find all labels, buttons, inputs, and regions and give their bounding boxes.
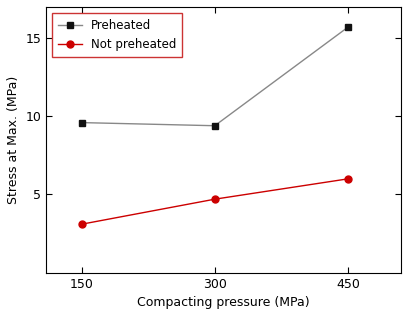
Legend: Preheated, Not preheated: Preheated, Not preheated [52,13,182,57]
X-axis label: Compacting pressure (MPa): Compacting pressure (MPa) [137,296,310,309]
Y-axis label: Stress at Max. (MPa): Stress at Max. (MPa) [7,76,20,204]
